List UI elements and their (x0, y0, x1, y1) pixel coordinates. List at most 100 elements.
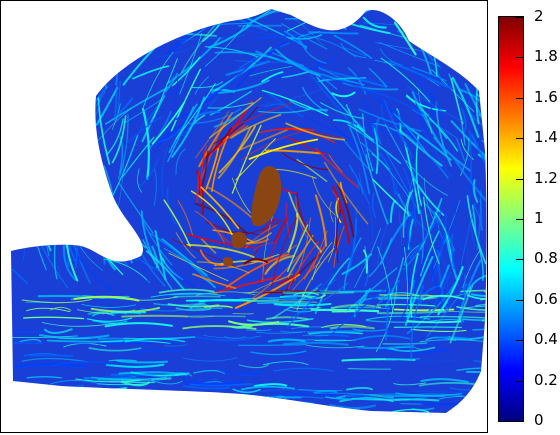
flow-streak (96, 17, 123, 75)
flow-streak (198, 121, 224, 183)
flow-streak (379, 48, 403, 66)
flow-streak (168, 103, 198, 154)
flow-streak (185, 233, 256, 249)
flow-streak (89, 9, 112, 41)
ocean-flow-field-image (11, 9, 488, 423)
flow-streak (479, 199, 483, 231)
flow-streak (151, 101, 186, 145)
flow-streak (214, 51, 279, 61)
flow-streak (97, 199, 113, 239)
flow-streak (65, 112, 76, 146)
flow-streak (61, 17, 82, 27)
flow-streak (343, 237, 362, 291)
flow-streak (153, 302, 206, 306)
flow-streak (15, 9, 43, 24)
flow-streak (358, 129, 368, 153)
flow-streak (26, 49, 46, 116)
flow-streak (21, 298, 92, 304)
flow-streak (26, 376, 62, 379)
flow-streak (298, 389, 343, 391)
flow-streak (56, 165, 68, 187)
flow-streak (45, 107, 53, 164)
flow-streak (437, 52, 463, 64)
flow-streak (286, 279, 337, 328)
flow-streak (205, 127, 232, 158)
flow-streak (15, 104, 20, 128)
flow-streak (355, 206, 358, 236)
flow-streak (11, 146, 34, 189)
flow-streak (189, 307, 223, 310)
flow-streak (198, 112, 234, 168)
flow-streak (449, 285, 474, 344)
flow-streak (238, 375, 270, 377)
flow-streak (52, 360, 112, 367)
flow-streak (154, 419, 176, 423)
flow-streak (345, 104, 375, 141)
flow-streak (235, 138, 276, 181)
flow-streak (111, 240, 139, 262)
flow-streak (261, 71, 284, 83)
flow-streak (474, 207, 484, 231)
colorbar-tick-mark (516, 421, 524, 422)
flow-streak (270, 217, 298, 288)
flow-streak (25, 49, 38, 75)
flow-streak (302, 334, 329, 337)
flow-streak (63, 364, 89, 367)
flow-streak (207, 23, 252, 49)
flow-streak (451, 198, 457, 221)
flow-streak (295, 419, 356, 423)
flow-streak (331, 91, 356, 98)
flow-streak (448, 73, 466, 146)
flow-streak (417, 36, 455, 48)
flow-streak (400, 251, 427, 322)
flow-streak (387, 60, 454, 90)
flow-streak (41, 322, 116, 327)
flow-streak (193, 369, 225, 375)
flow-streak (295, 31, 321, 40)
flow-streak (141, 107, 150, 180)
flow-streak (358, 173, 370, 204)
flow-streak (333, 225, 345, 268)
flow-streak (70, 388, 104, 391)
flow-streak (74, 18, 97, 35)
flow-streak (454, 11, 476, 62)
flow-streak (359, 421, 390, 422)
flow-streak (323, 161, 369, 225)
flow-streak (329, 403, 376, 410)
flow-streak (216, 412, 261, 413)
flow-streak (58, 71, 97, 99)
flow-streak (352, 328, 387, 332)
flow-streak (163, 199, 192, 248)
flow-streak (282, 291, 355, 295)
colorbar-tick-mark (516, 259, 524, 261)
flow-streak (105, 363, 165, 368)
flow-streak (99, 20, 139, 66)
flow-streak (50, 379, 98, 385)
flow-streak (464, 83, 487, 146)
flow-streak (209, 97, 262, 139)
flow-streak (286, 224, 309, 273)
flow-streak (207, 102, 254, 109)
flow-streak (296, 158, 328, 183)
flow-streak (150, 379, 184, 385)
flow-streak (102, 9, 114, 15)
flow-streak (85, 136, 91, 179)
flow-streak (22, 159, 29, 212)
sea-area (11, 9, 488, 423)
flow-streak (26, 90, 33, 130)
flow-streak (451, 76, 480, 138)
flow-streak (78, 170, 86, 200)
flow-streak (460, 273, 466, 325)
flow-streak (403, 348, 443, 353)
flow-streak (393, 382, 427, 386)
flow-streak (439, 415, 488, 418)
flow-streak (45, 137, 61, 161)
flow-streak (71, 217, 103, 246)
flow-streak (253, 383, 288, 388)
flow-streak (41, 167, 51, 217)
flow-streak (363, 188, 373, 238)
flow-streak (59, 74, 93, 134)
flow-streak (325, 396, 377, 400)
flow-streak (57, 342, 95, 346)
flow-streak (475, 302, 487, 308)
